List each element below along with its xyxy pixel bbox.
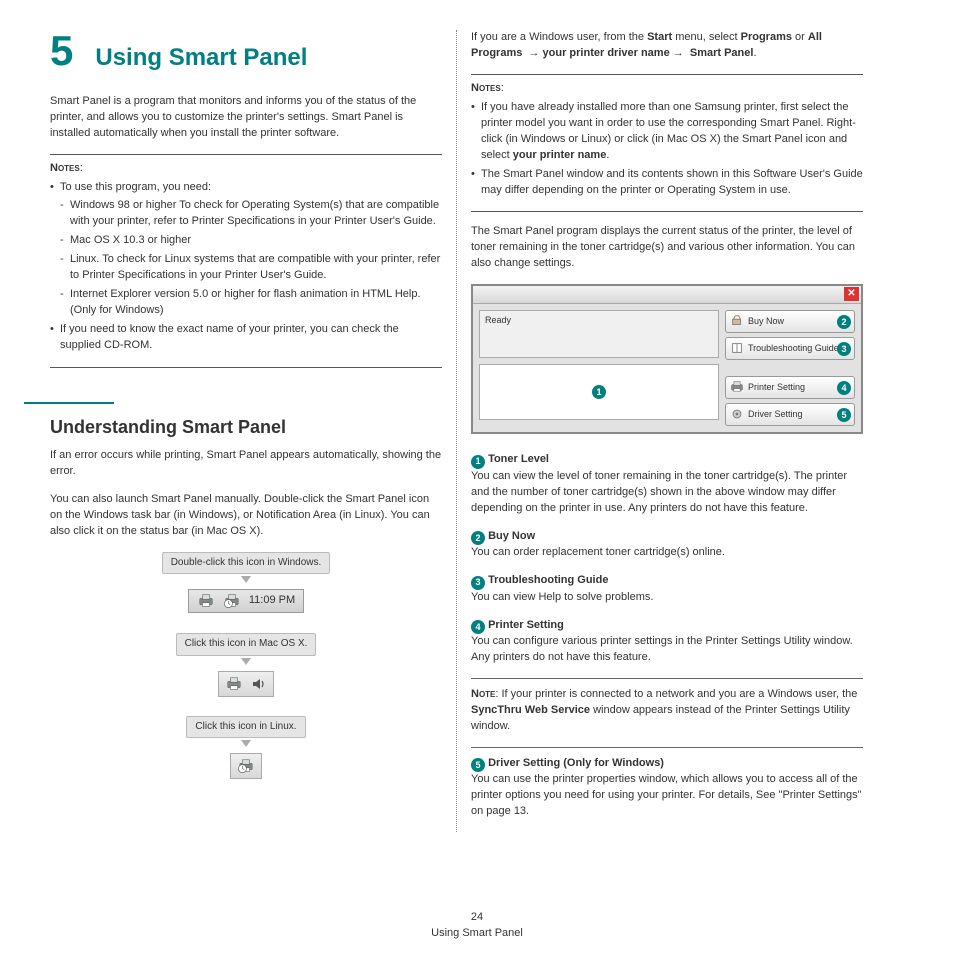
printer-icon	[225, 676, 243, 692]
note-bullet: To use this program, you need:	[50, 180, 442, 196]
chapter-title: Using Smart Panel	[95, 41, 307, 76]
paragraph: If you are a Windows user, from the Star…	[471, 30, 863, 62]
right-column: If you are a Windows user, from the Star…	[457, 30, 877, 832]
note-dash: Internet Explorer version 5.0 or higher …	[50, 287, 442, 319]
status-text: Ready	[485, 315, 511, 325]
section-accent-rule	[24, 402, 114, 404]
footer-title: Using Smart Panel	[0, 926, 954, 942]
notes-box-right: Notes: If you have already installed mor…	[471, 74, 863, 213]
printer-clock-icon	[237, 758, 255, 774]
feature-body: You can configure various printer settin…	[471, 634, 863, 666]
feature-body: You can view the level of toner remainin…	[471, 469, 863, 517]
feature-body: You can use the printer properties windo…	[471, 772, 863, 820]
horizontal-rule	[471, 747, 863, 748]
mac-icon-callout: Click this icon in Mac OS X.	[50, 633, 442, 697]
callout-label: Click this icon in Mac OS X.	[176, 633, 317, 656]
page-footer: 24 Using Smart Panel	[0, 910, 954, 942]
systray-time: 11:09 PM	[249, 593, 295, 609]
horizontal-rule	[471, 678, 863, 679]
callout-badge-4: 4	[471, 620, 485, 634]
chapter-heading: 5 Using Smart Panel	[50, 30, 442, 76]
notes-label: Notes	[471, 82, 501, 94]
button-label: Buy Now	[748, 316, 784, 326]
linux-tray	[230, 753, 262, 779]
callout-badge-1: 1	[592, 385, 606, 399]
document-page: 5 Using Smart Panel Smart Panel is a pro…	[0, 0, 954, 850]
windows-systray: 11:09 PM	[188, 589, 304, 613]
callout-badge-5: 5	[471, 758, 485, 772]
speaker-icon	[251, 676, 267, 692]
callout-badge-1: 1	[471, 455, 485, 469]
callout-badge-2: 2	[471, 531, 485, 545]
paragraph: The Smart Panel program displays the cur…	[471, 224, 863, 272]
windows-icon-callout: Double-click this icon in Windows. 11:09…	[50, 552, 442, 615]
note-bullet: If you have already installed more than …	[471, 100, 863, 164]
callout-badge-3: 3	[837, 342, 851, 356]
note-bullet: If you need to know the exact name of yo…	[50, 322, 442, 354]
button-label: Printer Setting	[748, 382, 805, 392]
section-heading: Understanding Smart Panel	[50, 414, 442, 440]
buy-now-button[interactable]: Buy Now 2	[725, 310, 855, 333]
feature-body: You can order replacement toner cartridg…	[471, 545, 863, 561]
close-icon[interactable]: ✕	[844, 287, 859, 301]
feature-item: 4 Printer Setting You can configure vari…	[471, 618, 863, 666]
status-pane: Ready	[479, 310, 719, 358]
notes-box-left: Notes: To use this program, you need: Wi…	[50, 154, 442, 368]
printer-setting-button[interactable]: Printer Setting 4	[725, 376, 855, 399]
smart-panel-body: Ready 1 Buy Now 2 Troubleshooting Guide	[473, 304, 861, 432]
arrow-down-icon	[241, 658, 251, 665]
printer-icon	[197, 593, 215, 609]
cart-icon	[730, 314, 744, 328]
callout-label: Click this icon in Linux.	[186, 716, 305, 739]
feature-item: 1 Toner Level You can view the level of …	[471, 452, 863, 516]
gear-icon	[730, 407, 744, 421]
callout-badge-5: 5	[837, 408, 851, 422]
driver-setting-button[interactable]: Driver Setting 5	[725, 403, 855, 426]
callout-label: Double-click this icon in Windows.	[162, 552, 331, 575]
smart-panel-window: ✕ Ready 1 Buy Now 2	[471, 284, 863, 434]
smart-panel-buttons: Buy Now 2 Troubleshooting Guide 3 Printe…	[725, 310, 855, 426]
feature-body: You can view Help to solve problems.	[471, 590, 863, 606]
arrow-down-icon	[241, 740, 251, 747]
page-number: 24	[0, 910, 954, 926]
note-dash: Mac OS X 10.3 or higher	[50, 233, 442, 249]
feature-item: 5 Driver Setting (Only for Windows) You …	[471, 756, 863, 820]
note-dash: Linux. To check for Linux systems that a…	[50, 252, 442, 284]
chapter-number: 5	[50, 30, 73, 72]
notes-label: Notes	[50, 162, 80, 174]
linux-icon-callout: Click this icon in Linux.	[50, 716, 442, 780]
paragraph: You can also launch Smart Panel manually…	[50, 492, 442, 540]
book-icon	[730, 341, 744, 355]
mac-statusbar	[218, 671, 274, 697]
intro-paragraph: Smart Panel is a program that monitors a…	[50, 94, 442, 142]
note-bullet: The Smart Panel window and its contents …	[471, 167, 863, 199]
button-label: Troubleshooting Guide	[748, 343, 839, 353]
printer-clock-icon	[223, 593, 241, 609]
callout-badge-2: 2	[837, 315, 851, 329]
paragraph: If an error occurs while printing, Smart…	[50, 448, 442, 480]
left-column: 5 Using Smart Panel Smart Panel is a pro…	[36, 30, 456, 832]
callout-badge-4: 4	[837, 381, 851, 395]
button-label: Driver Setting	[748, 409, 803, 419]
callout-badge-3: 3	[471, 576, 485, 590]
troubleshooting-button[interactable]: Troubleshooting Guide 3	[725, 337, 855, 360]
toner-pane: 1	[479, 364, 719, 420]
feature-item: 3 Troubleshooting Guide You can view Hel…	[471, 573, 863, 605]
arrow-down-icon	[241, 576, 251, 583]
feature-item: 2 Buy Now You can order replacement tone…	[471, 529, 863, 561]
note-paragraph: Note: If your printer is connected to a …	[471, 687, 863, 735]
window-titlebar: ✕	[473, 286, 861, 304]
note-dash: Windows 98 or higher To check for Operat…	[50, 198, 442, 230]
printer-icon	[730, 380, 744, 394]
smart-panel-left: Ready 1	[479, 310, 719, 426]
